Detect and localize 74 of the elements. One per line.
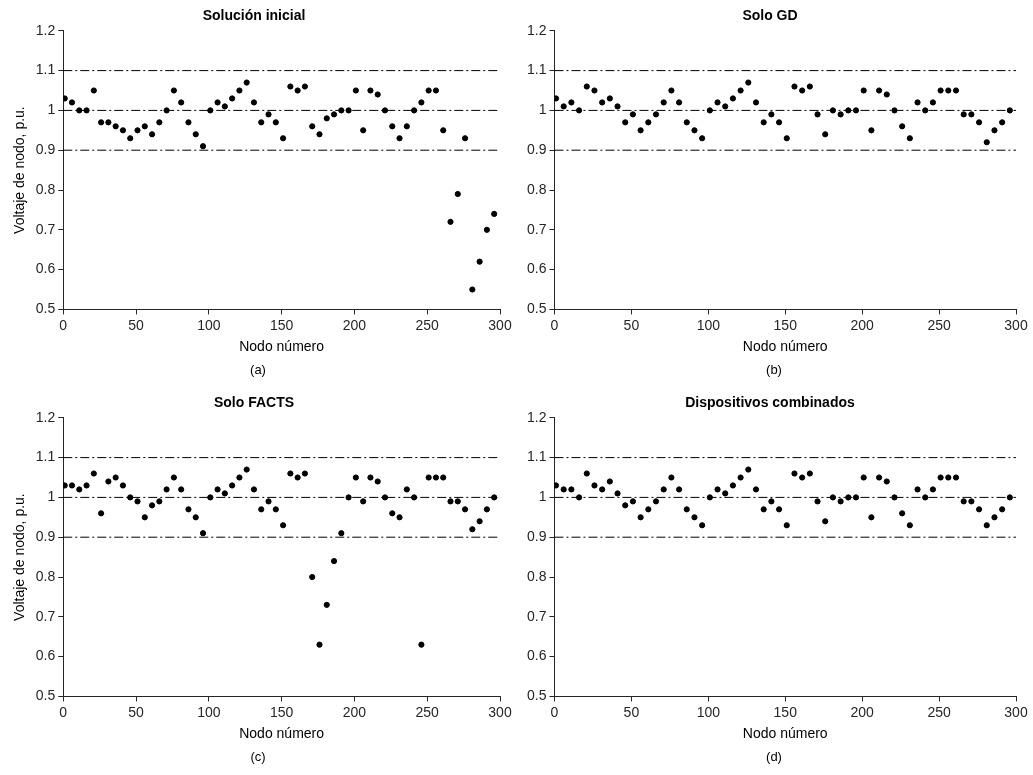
x-tick-label: 100 — [197, 316, 221, 333]
y-tick-label: 0.9 — [35, 141, 56, 158]
x-tick-label: 200 — [850, 316, 875, 333]
x-tick-label: 50 — [128, 316, 145, 333]
x-tick-label: 200 — [342, 316, 367, 333]
y-tick-label: 0.6 — [526, 260, 547, 277]
y-tick-label: 1.2 — [526, 21, 547, 38]
y-tick-label: 0.6 — [35, 647, 56, 664]
text: (a) — [249, 362, 267, 377]
y-tick-label: 0.7 — [35, 220, 56, 237]
y-tick-label: 0.8 — [35, 180, 56, 197]
x-tick-label: 0 — [550, 703, 559, 720]
y-tick-label: 1.2 — [35, 408, 56, 425]
y-tick-label: 1.1 — [526, 448, 547, 465]
x-tick-label: 150 — [269, 316, 294, 333]
y-tick-label: 0.8 — [35, 567, 56, 584]
y-tick-label: 1 — [538, 101, 547, 118]
y-tick-label: 0.5 — [35, 687, 56, 704]
y-tick-label: 1.1 — [35, 448, 56, 465]
chart-title: Solo FACTS — [213, 394, 295, 411]
y-tick-label: 1.1 — [35, 61, 56, 78]
y-tick-label: 1 — [47, 101, 56, 118]
x-tick-label: 50 — [623, 316, 640, 333]
x-tick-label: 300 — [488, 703, 512, 720]
x-tick-label: 50 — [128, 703, 145, 720]
text: (d) — [765, 749, 783, 764]
x-axis-title: Nodo número — [239, 725, 325, 742]
x-tick-label: 300 — [488, 316, 512, 333]
x-tick-label: 250 — [927, 316, 951, 333]
y-tick-label: 0.9 — [526, 528, 547, 545]
y-tick-label: 0.6 — [526, 647, 547, 664]
y-axis-title: Voltaje de nodo, p.u. — [11, 106, 28, 234]
x-tick-label: 300 — [1004, 703, 1028, 720]
y-tick-label: 0.5 — [526, 687, 547, 704]
y-axis-title: Voltaje de nodo, p.u. — [11, 493, 28, 621]
y-tick-label: 0.9 — [526, 141, 547, 158]
chart-title: Solución inicial — [202, 7, 306, 24]
x-tick-label: 100 — [696, 316, 721, 333]
y-tick-label: 0.8 — [526, 567, 547, 584]
y-tick-label: 1 — [538, 488, 547, 505]
x-axis-title: Nodo número — [742, 725, 828, 742]
y-tick-label: 0.9 — [35, 528, 56, 545]
x-tick-label: 250 — [415, 703, 440, 720]
x-tick-label: 100 — [197, 703, 221, 720]
x-tick-label: 0 — [59, 316, 68, 333]
y-tick-label: 1 — [47, 488, 56, 505]
x-tick-label: 0 — [550, 316, 559, 333]
x-tick-label: 150 — [773, 703, 798, 720]
x-tick-label: 200 — [342, 703, 367, 720]
x-axis-title: Nodo número — [742, 338, 828, 355]
text: (b) — [765, 362, 783, 377]
y-tick-label: 1.2 — [35, 21, 56, 38]
y-tick-label: 0.6 — [35, 260, 56, 277]
x-tick-label: 0 — [59, 703, 68, 720]
x-axis-title: Nodo número — [239, 338, 325, 355]
text: (c) — [249, 749, 267, 764]
x-tick-label: 300 — [1004, 316, 1028, 333]
y-tick-label: 0.5 — [526, 300, 547, 317]
x-tick-label: 150 — [269, 703, 294, 720]
x-tick-label: 150 — [773, 316, 798, 333]
chart-title: Solo GD — [742, 7, 798, 24]
y-tick-label: 1.1 — [526, 61, 547, 78]
x-tick-label: 50 — [623, 703, 640, 720]
y-tick-label: 0.7 — [526, 607, 547, 624]
y-tick-label: 0.7 — [35, 607, 56, 624]
x-tick-label: 250 — [415, 316, 440, 333]
y-tick-label: 0.7 — [526, 220, 547, 237]
chart-title: Dispositivos combinados — [685, 394, 855, 411]
y-tick-label: 0.5 — [35, 300, 56, 317]
x-tick-label: 200 — [850, 703, 875, 720]
y-tick-label: 0.8 — [526, 180, 547, 197]
x-tick-label: 250 — [927, 703, 951, 720]
x-tick-label: 100 — [696, 703, 721, 720]
y-tick-label: 1.2 — [526, 408, 547, 425]
